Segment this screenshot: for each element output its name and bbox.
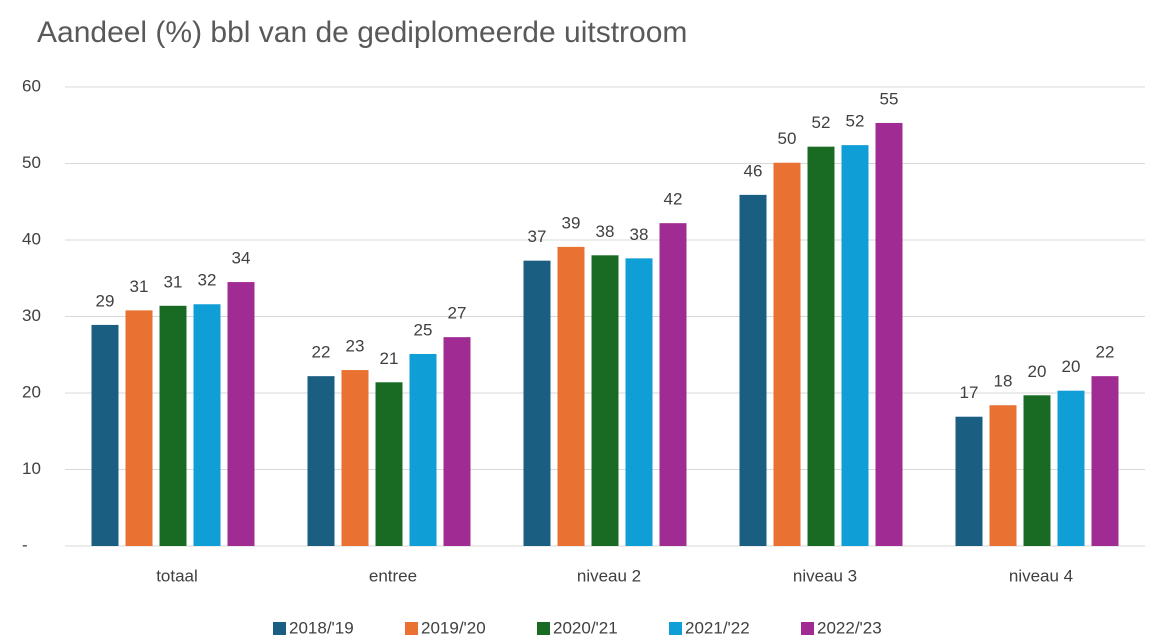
value-label: 20: [1028, 362, 1047, 381]
bar: [523, 260, 551, 546]
legend-label: 2021/'22: [685, 618, 750, 637]
bar: [557, 246, 585, 546]
value-label: 22: [1096, 343, 1115, 362]
value-label: 31: [130, 277, 149, 296]
legend-swatch: [405, 622, 418, 635]
value-label: 31: [164, 272, 183, 291]
y-tick-label: 10: [22, 459, 41, 478]
bar: [955, 416, 983, 546]
bar: [625, 258, 653, 546]
bar: [1023, 395, 1051, 546]
bar: [773, 162, 801, 547]
bar: [739, 194, 767, 547]
bar: [159, 305, 187, 546]
value-label: 17: [960, 383, 979, 402]
x-tick-label: totaal: [156, 566, 198, 585]
bar: [989, 405, 1017, 546]
y-tick-label: 40: [22, 229, 41, 248]
bar: [227, 282, 255, 546]
value-label: 39: [562, 213, 581, 232]
bar: [375, 382, 403, 546]
value-label: 18: [994, 372, 1013, 391]
legend-label: 2020/'21: [553, 618, 618, 637]
value-label: 22: [312, 343, 331, 362]
y-tick-label: -: [22, 535, 28, 554]
chart-title: Aandeel (%) bbl van de gediplomeerde uit…: [37, 16, 687, 49]
value-label: 23: [346, 337, 365, 356]
value-label: 42: [664, 190, 683, 209]
bar: [659, 223, 687, 547]
value-label: 52: [846, 112, 865, 131]
bar: [193, 304, 221, 546]
value-label: 29: [96, 291, 115, 310]
bar: [91, 324, 119, 546]
value-label: 55: [880, 89, 899, 108]
value-label: 46: [744, 161, 763, 180]
legend-swatch: [273, 622, 286, 635]
value-label: 32: [198, 271, 217, 290]
legend-swatch: [537, 622, 550, 635]
bar: [807, 146, 835, 547]
value-label: 25: [414, 320, 433, 339]
y-tick-label: 30: [22, 306, 41, 325]
bar: [841, 145, 869, 546]
bar: [443, 337, 471, 546]
value-label: 34: [232, 249, 251, 268]
x-tick-label: entree: [369, 566, 417, 585]
x-tick-label: niveau 3: [793, 566, 857, 585]
bar: [875, 122, 903, 546]
bar: [307, 376, 335, 546]
value-label: 52: [812, 113, 831, 132]
x-tick-label: niveau 4: [1009, 566, 1073, 585]
legend-label: 2019/'20: [421, 618, 486, 637]
value-label: 38: [596, 222, 615, 241]
legend-label: 2018/'19: [289, 618, 354, 637]
legend-label: 2022/'23: [817, 618, 882, 637]
value-label: 27: [448, 304, 467, 323]
value-label: 50: [778, 129, 797, 148]
legend-swatch: [801, 622, 814, 635]
legend-swatch: [669, 622, 682, 635]
bar: [591, 255, 619, 547]
y-tick-label: 50: [22, 153, 41, 172]
bar: [1057, 390, 1085, 546]
value-label: 20: [1062, 357, 1081, 376]
value-label: 21: [380, 349, 399, 368]
bar: [409, 353, 437, 546]
bar: [125, 310, 153, 546]
bar: [1091, 376, 1119, 546]
value-label: 37: [528, 227, 547, 246]
y-tick-label: 60: [22, 76, 41, 95]
value-label: 38: [630, 225, 649, 244]
bar: [341, 370, 369, 546]
y-tick-label: 20: [22, 382, 41, 401]
x-tick-label: niveau 2: [577, 566, 641, 585]
